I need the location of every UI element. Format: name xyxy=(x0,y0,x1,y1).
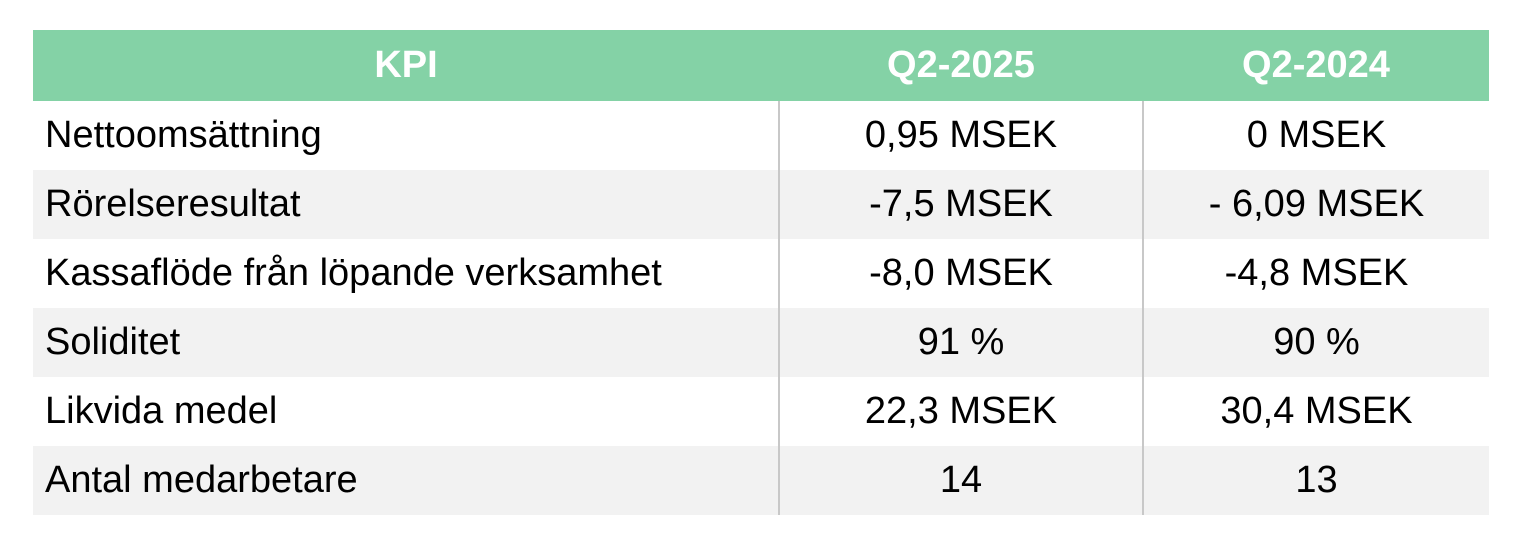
value-cell: 0 MSEK xyxy=(1142,101,1489,170)
value-cell: 22,3 MSEK xyxy=(778,377,1143,446)
table-row: Rörelseresultat -7,5 MSEK - 6,09 MSEK xyxy=(33,170,1489,239)
table-row: Soliditet 91 % 90 % xyxy=(33,308,1489,377)
value-cell: 30,4 MSEK xyxy=(1142,377,1489,446)
header-cell: Q2-2024 xyxy=(1143,30,1489,101)
table-row: Likvida medel 22,3 MSEK 30,4 MSEK xyxy=(33,377,1489,446)
value-cell: 14 xyxy=(778,446,1143,515)
header-cell: KPI xyxy=(33,30,779,101)
kpi-cell: Rörelseresultat xyxy=(33,170,779,239)
header-cell: Q2-2025 xyxy=(779,30,1143,101)
kpi-cell: Antal medarbetare xyxy=(33,446,779,515)
kpi-cell: Soliditet xyxy=(33,308,779,377)
kpi-cell: Kassaflöde från löpande verksamhet xyxy=(45,252,662,294)
table-row: Nettoomsättning 0,95 MSEK 0 MSEK xyxy=(33,101,1489,170)
kpi-cell: Nettoomsättning xyxy=(45,114,322,156)
table-body: Nettoomsättning 0,95 MSEK 0 MSEK Rörelseres… xyxy=(33,101,1489,515)
table-row: Antal medarbetare 14 13 xyxy=(33,446,1489,515)
value-cell: 91 % xyxy=(778,308,1143,377)
header-row: KPI Q2-2025 Q2-2024 xyxy=(33,30,1489,101)
value-cell: - 6,09 MSEK xyxy=(1142,170,1489,239)
value-cell: -8,0 MSEK xyxy=(778,239,1143,308)
value-cell: 13 xyxy=(1142,446,1489,515)
value-cell: -4,8 MSEK xyxy=(1142,239,1489,308)
value-cell: 90 % xyxy=(1142,308,1489,377)
table-row: Kassaflöde från löpande verksamhet -8,0 M… xyxy=(33,239,1489,308)
kpi-cell: Likvida medel xyxy=(45,390,278,432)
value-cell: 0,95 MSEK xyxy=(778,101,1143,170)
kpi-table: KPI Q2-2025 Q2-2024 Nettoomsättning 0,95 MS… xyxy=(33,30,1489,515)
value-cell: -7,5 MSEK xyxy=(778,170,1143,239)
